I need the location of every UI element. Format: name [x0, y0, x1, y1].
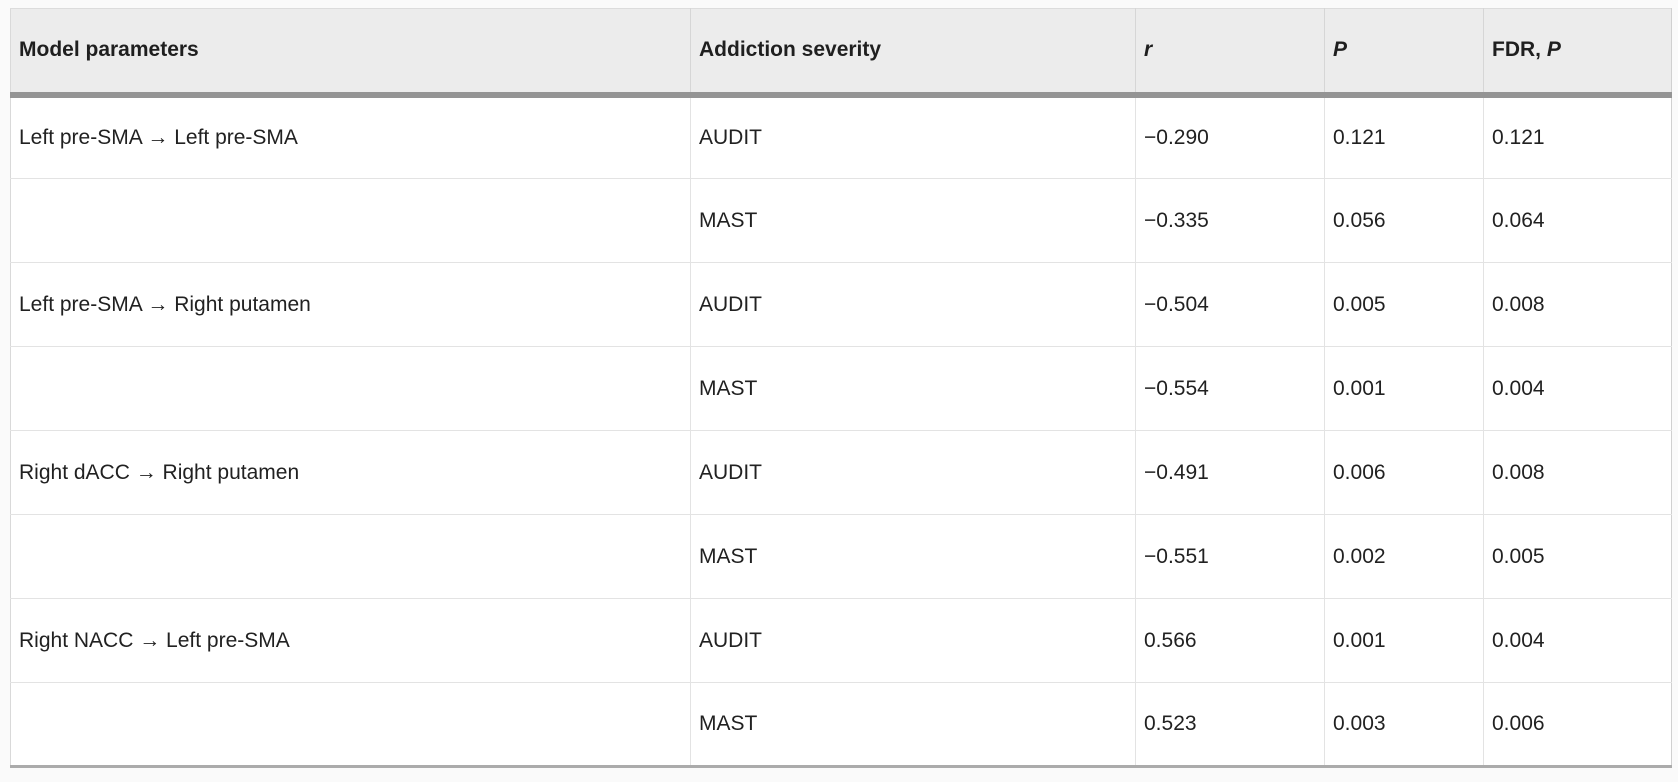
- header-italic-text: P: [1333, 38, 1348, 62]
- cell-r: −0.504: [1135, 262, 1325, 347]
- cell-fdr-p: 0.004: [1483, 346, 1672, 431]
- header-italic-text: r: [1144, 38, 1153, 62]
- cell-r: −0.491: [1135, 430, 1325, 515]
- cell-addiction-severity: MAST: [690, 514, 1136, 599]
- correlation-stats-table: Model parameters Addiction severity r P …: [10, 8, 1672, 768]
- cell-model-parameters: Left pre-SMA → Left pre-SMA: [10, 94, 691, 179]
- table-row: MAST −0.335 0.056 0.064: [10, 178, 1672, 263]
- cell-r: 0.523: [1135, 682, 1325, 767]
- cell-model-parameters: Right dACC → Right putamen: [10, 430, 691, 515]
- column-header-model-parameters: Model parameters: [10, 8, 691, 98]
- cell-model-parameters: [10, 178, 691, 263]
- cell-r: −0.551: [1135, 514, 1325, 599]
- cell-fdr-p: 0.005: [1483, 514, 1672, 599]
- cell-p: 0.001: [1324, 598, 1484, 683]
- cell-r: −0.335: [1135, 178, 1325, 263]
- cell-p: 0.006: [1324, 430, 1484, 515]
- table-row: Right NACC → Left pre-SMA AUDIT 0.566 0.…: [10, 598, 1672, 683]
- table-row: MAST −0.554 0.001 0.004: [10, 346, 1672, 431]
- cell-model-parameters: [10, 682, 691, 767]
- header-text: Addiction severity: [699, 38, 882, 62]
- header-italic-text: P: [1546, 38, 1561, 62]
- cell-model-parameters: [10, 514, 691, 599]
- header-text: FDR,: [1492, 38, 1547, 62]
- cell-fdr-p: 0.008: [1483, 430, 1672, 515]
- cell-addiction-severity: AUDIT: [690, 94, 1136, 179]
- cell-addiction-severity: AUDIT: [690, 262, 1136, 347]
- table-header: Model parameters Addiction severity r P …: [10, 8, 1672, 98]
- table-row: Left pre-SMA → Right putamen AUDIT −0.50…: [10, 262, 1672, 347]
- cell-p: 0.003: [1324, 682, 1484, 767]
- cell-addiction-severity: AUDIT: [690, 430, 1136, 515]
- cell-fdr-p: 0.008: [1483, 262, 1672, 347]
- table-body: Left pre-SMA → Left pre-SMA AUDIT −0.290…: [10, 94, 1672, 767]
- cell-p: 0.005: [1324, 262, 1484, 347]
- cell-fdr-p: 0.121: [1483, 94, 1672, 179]
- table-row: MAST −0.551 0.002 0.005: [10, 514, 1672, 599]
- cell-model-parameters: Right NACC → Left pre-SMA: [10, 598, 691, 683]
- cell-model-parameters: Left pre-SMA → Right putamen: [10, 262, 691, 347]
- cell-fdr-p: 0.006: [1483, 682, 1672, 767]
- cell-r: 0.566: [1135, 598, 1325, 683]
- cell-p: 0.056: [1324, 178, 1484, 263]
- cell-r: −0.554: [1135, 346, 1325, 431]
- cell-p: 0.002: [1324, 514, 1484, 599]
- cell-p: 0.121: [1324, 94, 1484, 179]
- table-row: MAST 0.523 0.003 0.006: [10, 682, 1672, 767]
- column-header-r: r: [1135, 8, 1325, 98]
- table-container: Model parameters Addiction severity r P …: [10, 8, 1672, 768]
- cell-addiction-severity: MAST: [690, 346, 1136, 431]
- cell-r: −0.290: [1135, 94, 1325, 179]
- column-header-addiction-severity: Addiction severity: [690, 8, 1136, 98]
- cell-addiction-severity: MAST: [690, 682, 1136, 767]
- cell-fdr-p: 0.064: [1483, 178, 1672, 263]
- cell-model-parameters: [10, 346, 691, 431]
- cell-addiction-severity: MAST: [690, 178, 1136, 263]
- cell-fdr-p: 0.004: [1483, 598, 1672, 683]
- header-row: Model parameters Addiction severity r P …: [10, 8, 1672, 98]
- column-header-fdr-p: FDR, P: [1483, 8, 1672, 98]
- table-row: Right dACC → Right putamen AUDIT −0.491 …: [10, 430, 1672, 515]
- column-header-p: P: [1324, 8, 1484, 98]
- cell-addiction-severity: AUDIT: [690, 598, 1136, 683]
- header-text: Model parameters: [19, 38, 199, 62]
- table-row: Left pre-SMA → Left pre-SMA AUDIT −0.290…: [10, 94, 1672, 179]
- cell-p: 0.001: [1324, 346, 1484, 431]
